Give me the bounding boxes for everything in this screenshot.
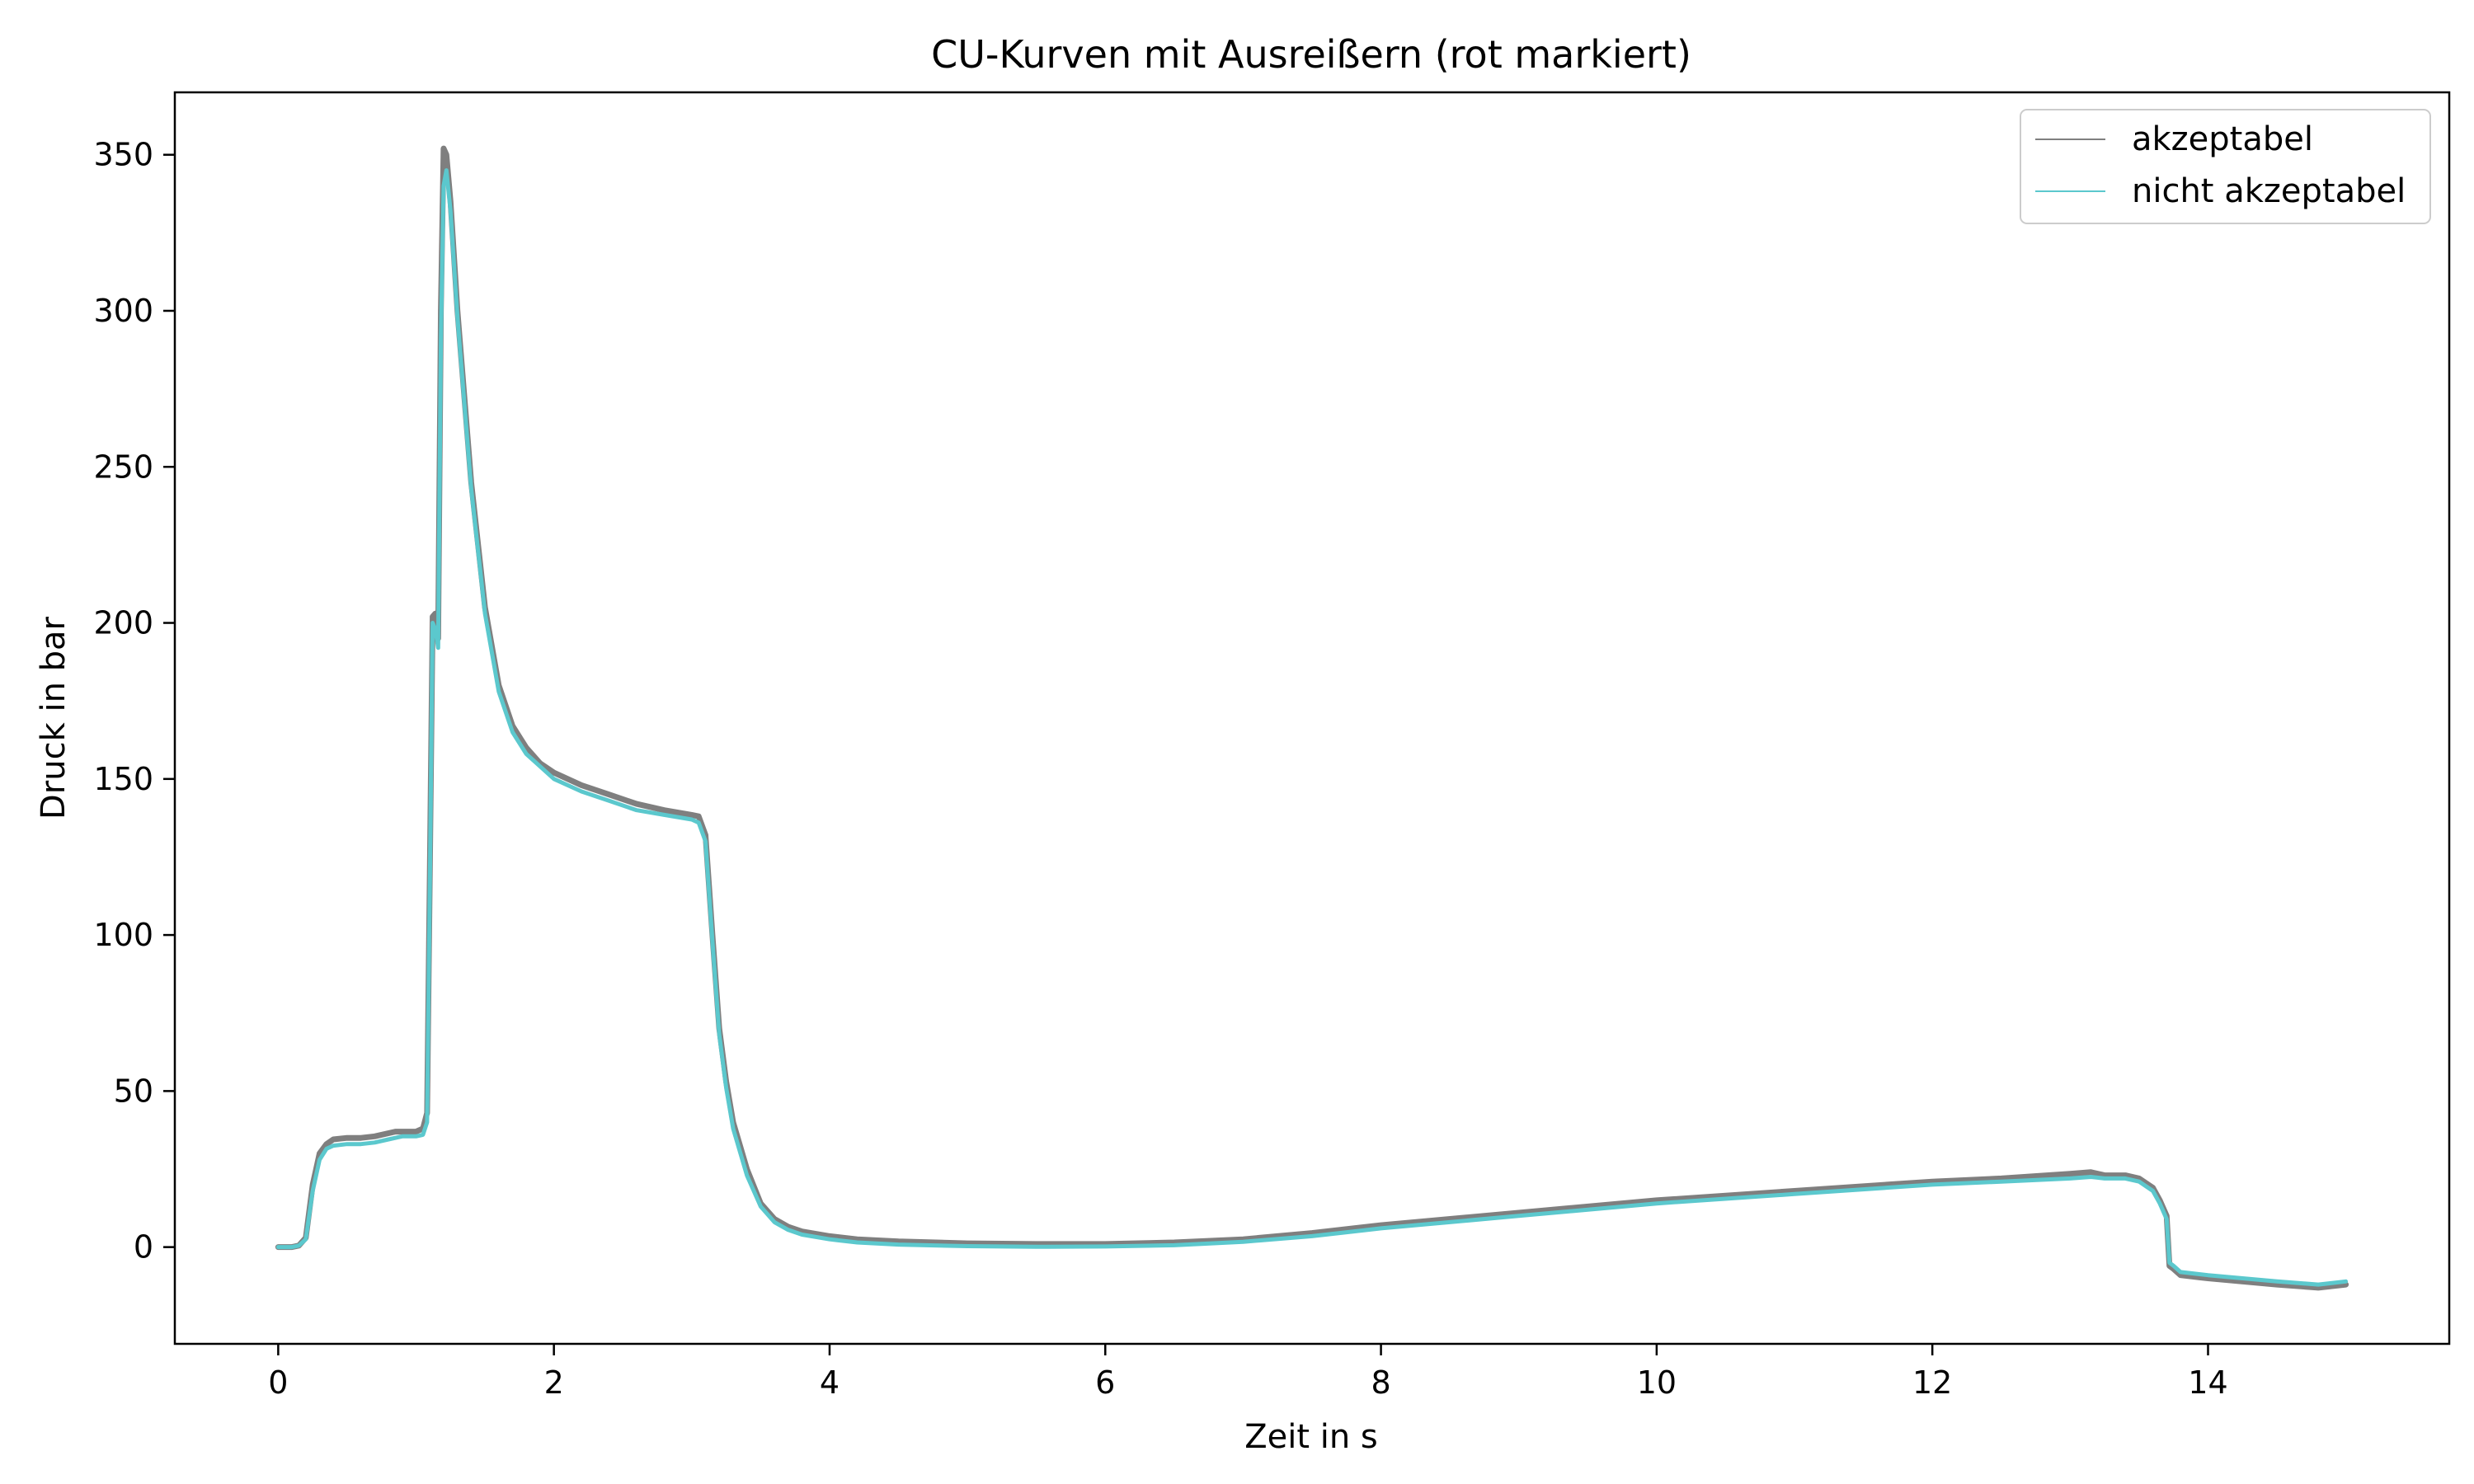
y-tick-label: 0 bbox=[134, 1229, 153, 1266]
y-tick-label: 150 bbox=[93, 761, 153, 797]
legend: akzeptabel nicht akzeptabel bbox=[2020, 109, 2431, 224]
series-line-nicht-akzeptabel bbox=[275, 168, 2349, 1287]
x-tick-label: 10 bbox=[1637, 1364, 1677, 1401]
x-tick-label: 14 bbox=[2188, 1364, 2227, 1401]
legend-label-akzeptabel: akzeptabel bbox=[2132, 120, 2313, 158]
y-tick-label: 50 bbox=[114, 1073, 153, 1109]
x-tick-label: 8 bbox=[1371, 1364, 1390, 1401]
legend-label-nicht-akzeptabel: nicht akzeptabel bbox=[2132, 172, 2406, 210]
x-tick-label: 12 bbox=[1912, 1364, 1952, 1401]
y-tick-label: 250 bbox=[93, 448, 153, 485]
y-axis-ticks: 0 50 100 150 200 250 300 350 bbox=[93, 137, 175, 1266]
series-layer bbox=[275, 145, 2349, 1291]
y-tick-label: 350 bbox=[93, 137, 153, 173]
x-tick-label: 6 bbox=[1095, 1364, 1115, 1401]
legend-box bbox=[2020, 109, 2431, 224]
y-tick-label: 300 bbox=[93, 293, 153, 329]
chart-title: CU-Kurven mit Ausreißern (rot markiert) bbox=[931, 32, 1691, 77]
y-tick-label: 200 bbox=[93, 605, 153, 641]
x-tick-label: 4 bbox=[820, 1364, 840, 1401]
series-line-akzeptabel bbox=[275, 145, 2349, 1291]
x-tick-label: 2 bbox=[544, 1364, 564, 1401]
y-axis-label: Druck in bar bbox=[35, 616, 73, 819]
x-axis-ticks: 0 2 4 6 8 10 12 14 bbox=[268, 1344, 2228, 1401]
x-axis-label: Zeit in s bbox=[1244, 1418, 1378, 1456]
plot-frame bbox=[173, 91, 2451, 1345]
y-tick-label: 100 bbox=[93, 917, 153, 953]
x-tick-label: 0 bbox=[268, 1364, 288, 1401]
